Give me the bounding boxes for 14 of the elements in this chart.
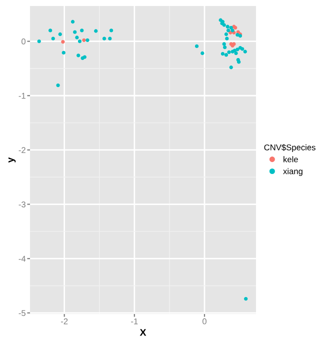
y-tick-label: -5 [18, 310, 26, 316]
y-tick-label: -4 [18, 256, 26, 262]
y-tick-label: -1 [18, 92, 26, 99]
legend-label: kele [284, 156, 298, 162]
y-axis-title: y [8, 157, 16, 163]
x-tick-label: -2 [61, 318, 68, 324]
x-axis-title: X [140, 329, 146, 336]
y-tick-label: -3 [18, 201, 26, 208]
legend-label: xiang [283, 168, 302, 176]
x-tick-label: 0 [202, 318, 206, 324]
x-tick-label: -1 [131, 318, 138, 324]
legend-title: CNV$Species [264, 144, 316, 152]
y-tick-label: 0 [22, 38, 26, 44]
y-tick-label: -2 [18, 147, 26, 153]
